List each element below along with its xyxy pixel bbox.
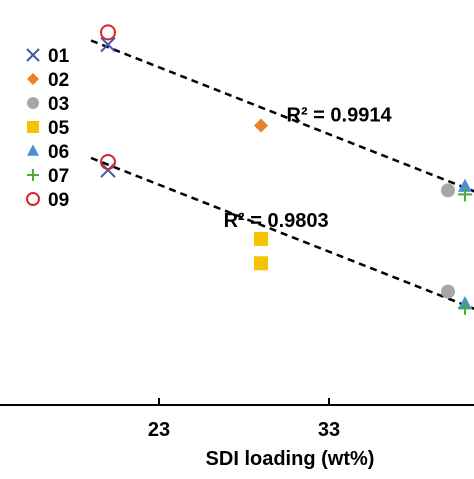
legend-label: 02 bbox=[48, 70, 69, 91]
legend-marker-03 bbox=[27, 97, 39, 109]
data-point-03 bbox=[441, 183, 455, 197]
legend-marker-05 bbox=[27, 121, 39, 133]
data-point-05 bbox=[254, 232, 268, 246]
x-tick-label: 33 bbox=[318, 419, 340, 441]
r-squared-annotation: R² = 0.9914 bbox=[287, 105, 393, 127]
legend-label: 06 bbox=[48, 142, 69, 163]
legend-label: 09 bbox=[48, 190, 69, 211]
legend-label: 01 bbox=[48, 46, 70, 67]
legend-label: 07 bbox=[48, 166, 69, 187]
data-point-03 bbox=[441, 285, 455, 299]
x-axis-label: SDI loading (wt%) bbox=[206, 448, 375, 470]
legend-label: 05 bbox=[48, 118, 70, 139]
data-point-05 bbox=[254, 256, 268, 270]
legend-label: 03 bbox=[48, 94, 69, 115]
r-squared-annotation: R² = 0.9803 bbox=[224, 210, 329, 232]
x-tick-label: 23 bbox=[148, 419, 170, 441]
